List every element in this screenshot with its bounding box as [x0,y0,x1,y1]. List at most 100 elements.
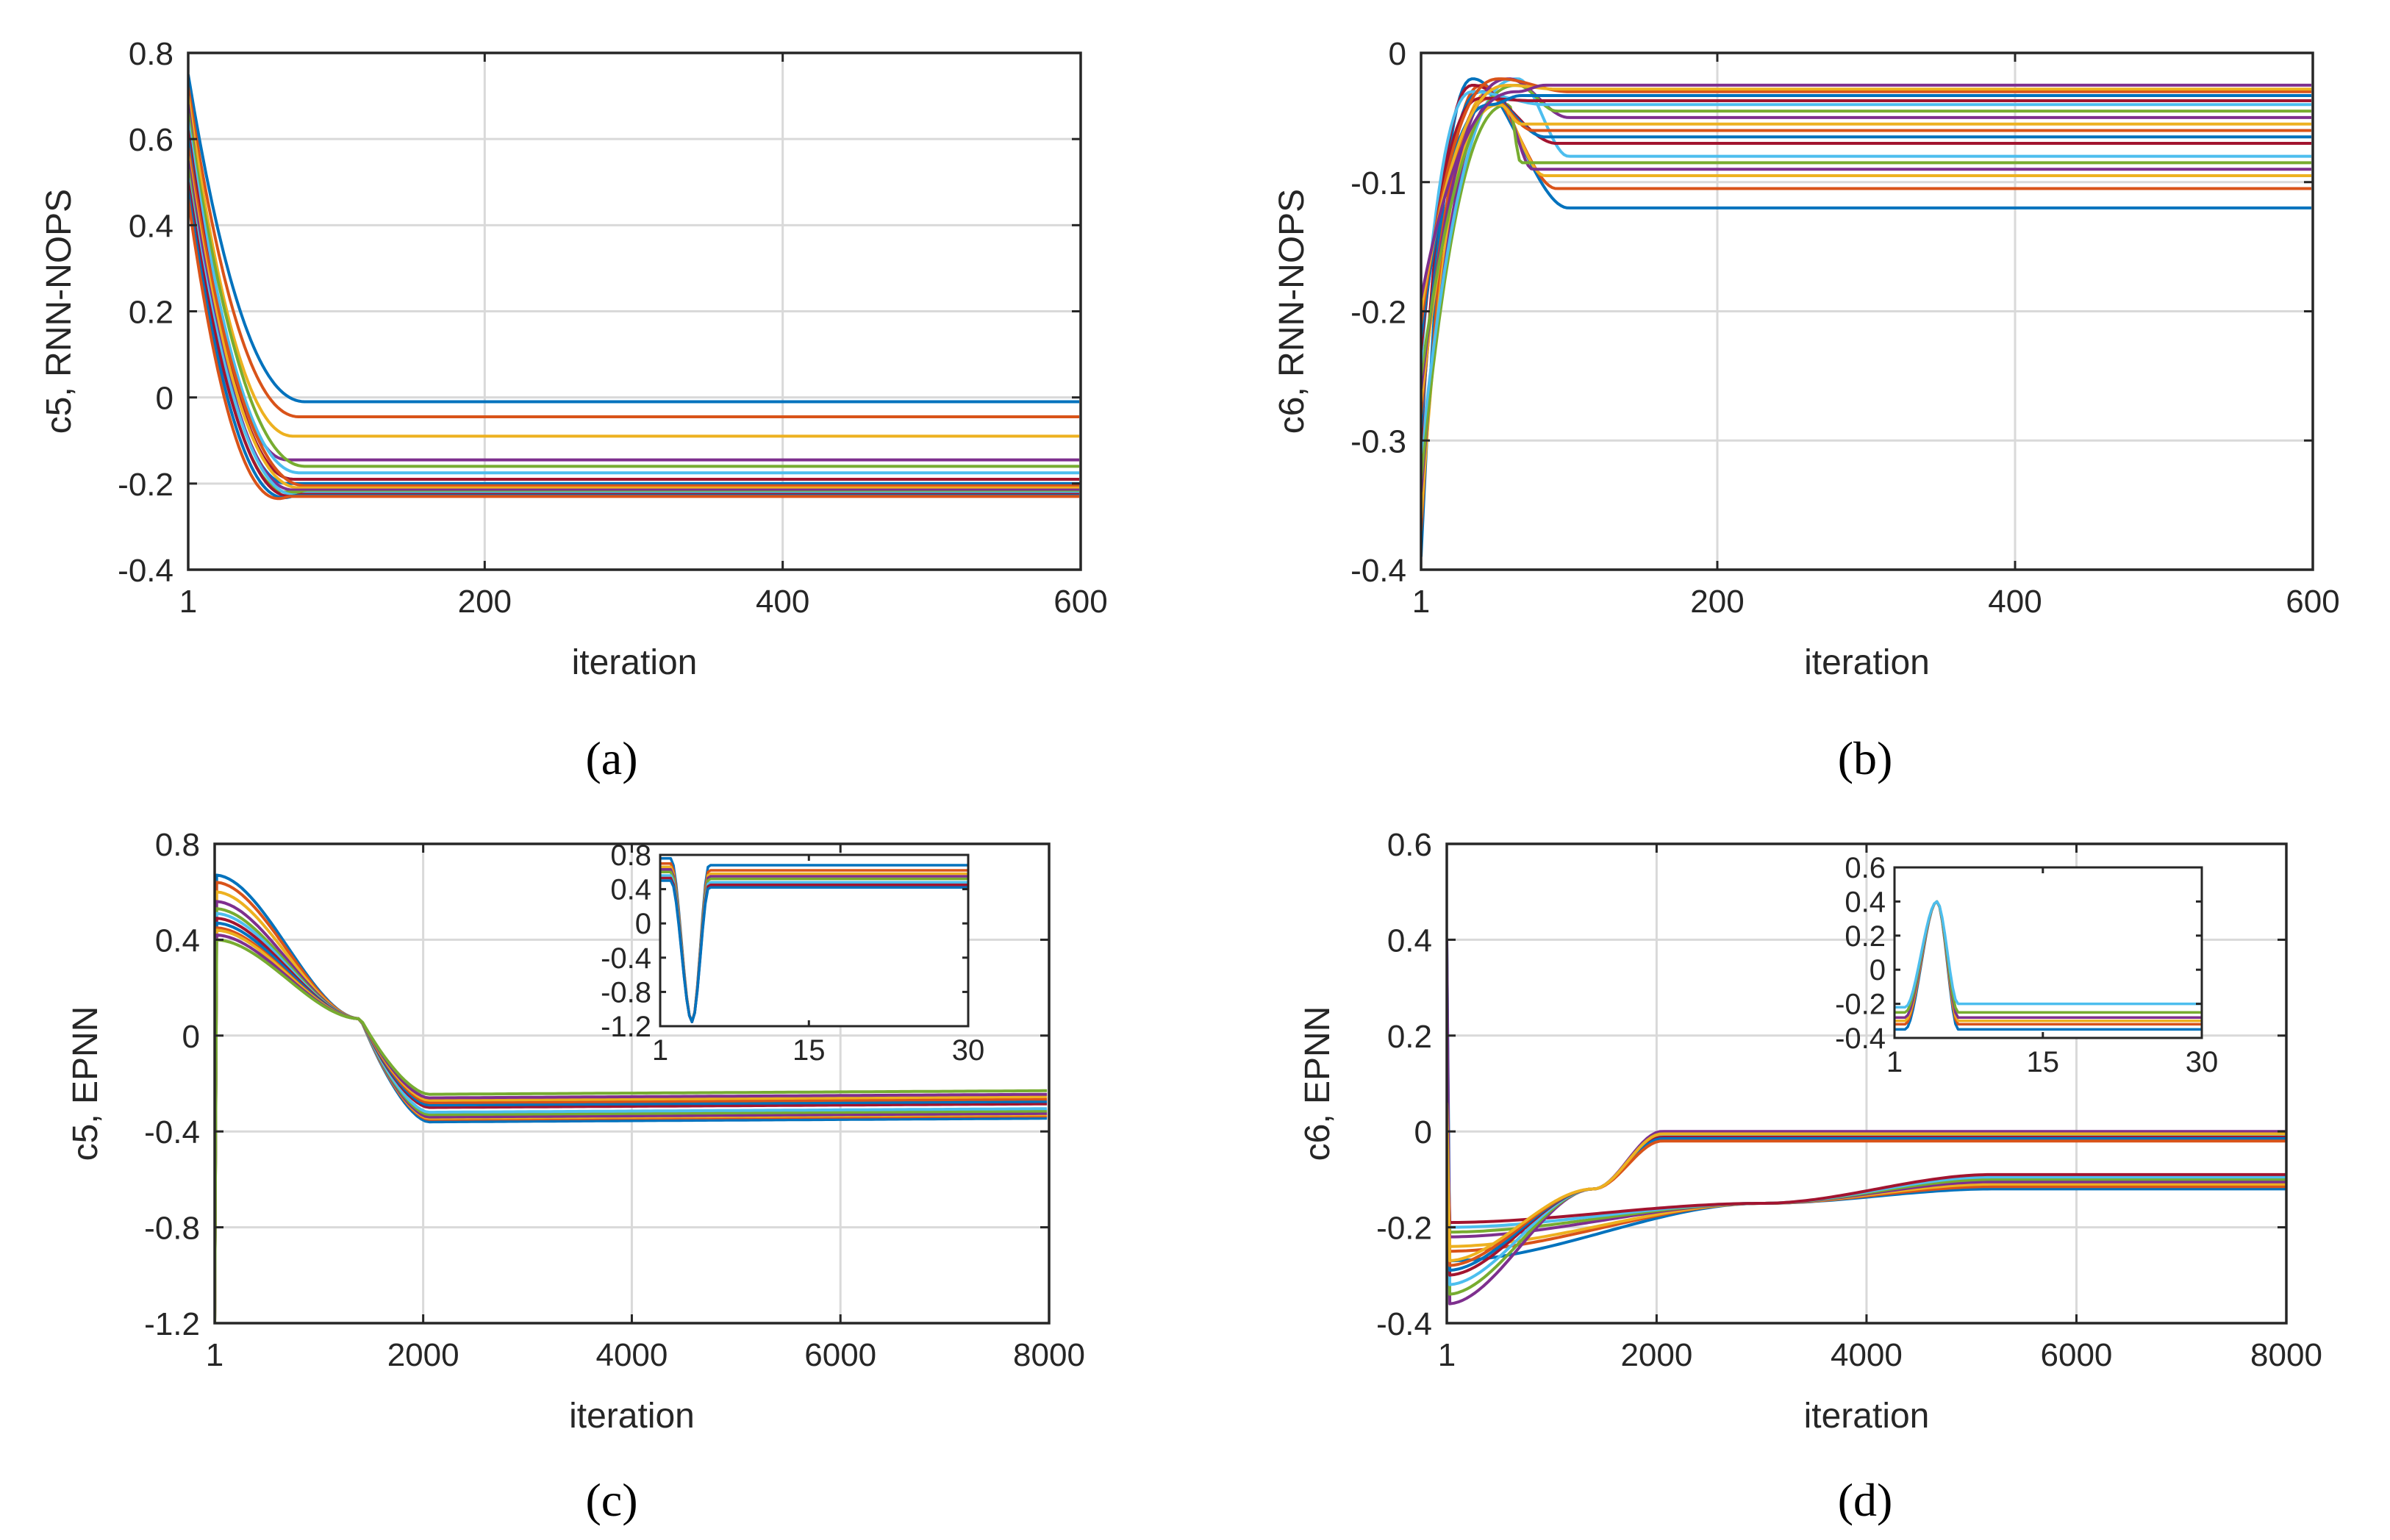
chart-d-xtick-label: 6000 [2041,1337,2113,1373]
chart-c-inset-ytick-label: -0.4 [601,942,651,975]
chart-d-series-line [1447,1103,2286,1225]
chart-c-xtick-label: 2000 [387,1337,459,1373]
chart-c-inset-series-line [660,856,968,1023]
chart-d-xtick-label: 4000 [1831,1337,1903,1373]
chart-c-inset-xtick-label: 15 [793,1034,826,1067]
chart-b-xlabel: iteration [1804,643,1930,682]
chart-b-series-line [1421,77,2311,325]
chart-b-xtick-label: 200 [1690,584,1744,620]
chart-b-xtick-label: 400 [1988,584,2042,620]
chart-a-series-line [188,74,1079,404]
chart-b-series-line [1421,77,2311,557]
chart-d-series-line [1447,1103,2286,1263]
chart-c-inset-series-line [660,865,968,1023]
chart-d-xlabel: iteration [1804,1397,1930,1436]
chart-b-series-line [1421,103,2311,480]
chart-a-series-line [188,130,1079,481]
chart-b-series-line [1421,90,2311,518]
chart-c-inset-series-line [660,862,968,1023]
chart-a-xtick-label: 600 [1053,584,1107,620]
chart-c-inset-ytick-label: -1.2 [601,1011,651,1043]
chart-b-series-line [1421,77,2311,454]
chart-a-series-line [188,87,1079,418]
panel-b: 1 200 400 600 -0.4 -0.3 -0.2 -0.1 0 iteration c6, … [1273,36,2340,682]
chart-b-series-line [1421,96,2311,351]
chart-c-series-group [215,873,1048,1323]
chart-a-ytick-label: 0.2 [129,295,173,331]
chart-c-inset-ytick-label: -0.8 [601,976,651,1009]
chart-b-ytick-label: 0 [1389,36,1406,72]
chart-d-inset: 1 15 30 -0.4-0.200.20.40.6 [1835,852,2218,1078]
chart-d-ytick-label: 0.4 [1387,923,1432,959]
chart-c-inset-ytick-label: 0.4 [610,874,651,906]
chart-c-xtick-label: 1 [206,1337,223,1373]
chart-d-inset-ytick-label: -0.2 [1835,989,1886,1021]
chart-d-inset-frame [1893,866,2203,1039]
chart-a-ytick-label: -0.4 [118,553,173,589]
chart-d-inset-xtick-label: 1 [1886,1046,1903,1078]
chart-c-ylabel: c5, EPNN [66,1006,105,1161]
panel-a: 1 200 400 600 -0.4 -0.2 0 0.2 0.4 0.6 0.8 iteration… [40,36,1108,682]
chart-c-inset: 1 15 30 -1.2-0.8-0.400.40.8 [601,839,984,1067]
chart-c-inset-series-group [660,856,968,1023]
chart-b-series-line [1421,84,2311,376]
chart-c-xtick-label: 8000 [1013,1337,1085,1373]
chart-d-ytick-label: 0 [1414,1114,1432,1150]
chart-c-ytick-label: 0.8 [155,827,200,863]
chart-d-inset-ytick-label: 0.2 [1845,920,1886,953]
chart-d-inset-ytick-label: 0.4 [1845,886,1886,918]
chart-b-series-line [1421,96,2311,415]
chart-d-inset-series-group [1895,900,2202,1031]
chart-a-ytick-label: 0.4 [129,208,173,244]
chart-a-series-line [188,96,1079,438]
chart-c-ytick-label: -0.4 [144,1114,200,1150]
chart-d-inset-xtick-label: 30 [2186,1046,2219,1078]
chart-a-ytick-label: 0 [156,381,173,417]
chart-a-ylabel: c5, RNN-NOPS [40,189,79,434]
chart-c-inset-xtick-label: 30 [952,1034,985,1067]
chart-b-series-line [1421,84,2311,441]
chart-b-ylabel: c6, RNN-NOPS [1273,189,1312,434]
chart-b-ytick-label: -0.2 [1350,295,1406,331]
chart-b-series-line [1421,77,2311,390]
chart-b-series-line [1421,94,2311,337]
chart-c-inset-series-line [660,868,968,1023]
chart-a-xtick-label: 400 [756,584,809,620]
chart-b-xtick-label: 600 [2286,584,2339,620]
chart-a-series-line [188,156,1079,490]
chart-b-ytick-label: -0.1 [1350,165,1406,201]
caption-b: (b) [1838,732,1893,784]
chart-a-xtick-label: 1 [179,584,197,620]
chart-a-series-line [188,198,1079,501]
chart-c-xlabel: iteration [569,1397,695,1436]
chart-a-ytick-label: -0.2 [118,467,173,503]
chart-c-inset-series-line [660,876,968,1023]
chart-b-series-line [1421,84,2311,531]
chart-d-ytick-label: 0.2 [1387,1019,1432,1055]
chart-a-series-line [188,147,1079,487]
chart-b-series-line [1421,90,2311,363]
chart-c-inset-xtick-label: 1 [652,1034,668,1067]
chart-d-inset-ytick-label: 0.6 [1845,852,1886,884]
chart-a-series-line [188,138,1079,485]
chart-c-inset-series-line [660,874,968,1023]
chart-a-series-line [188,112,1079,468]
chart-a-series-group [188,74,1079,501]
panel-d: 1 2000 4000 6000 8000-0.4-0.200.20.40.6itera… [1298,827,2322,1436]
chart-c-inset-series-line [660,870,968,1023]
chart-b-series-line [1421,103,2311,402]
chart-a-xlabel: iteration [572,643,698,682]
chart-d-xtick-label: 2000 [1620,1337,1692,1373]
chart-c-ytick-label: 0.4 [155,923,200,959]
chart-a-ytick-label: 0.6 [129,122,173,158]
chart-c-ytick-label: 0 [182,1019,200,1055]
chart-b-series-line [1421,96,2311,493]
panel-c: 1 2000 4000 6000 8000-1.2-0.8-0.400.40.8iter… [66,827,1085,1436]
chart-b-ytick-label: -0.3 [1350,423,1406,459]
chart-d-xtick-label: 8000 [2250,1337,2322,1373]
chart-b-series-group [1421,77,2311,557]
chart-c-xtick-label: 4000 [595,1337,668,1373]
chart-b-series-line [1421,83,2311,299]
chart-c-inset-ytick-label: 0 [635,908,651,940]
